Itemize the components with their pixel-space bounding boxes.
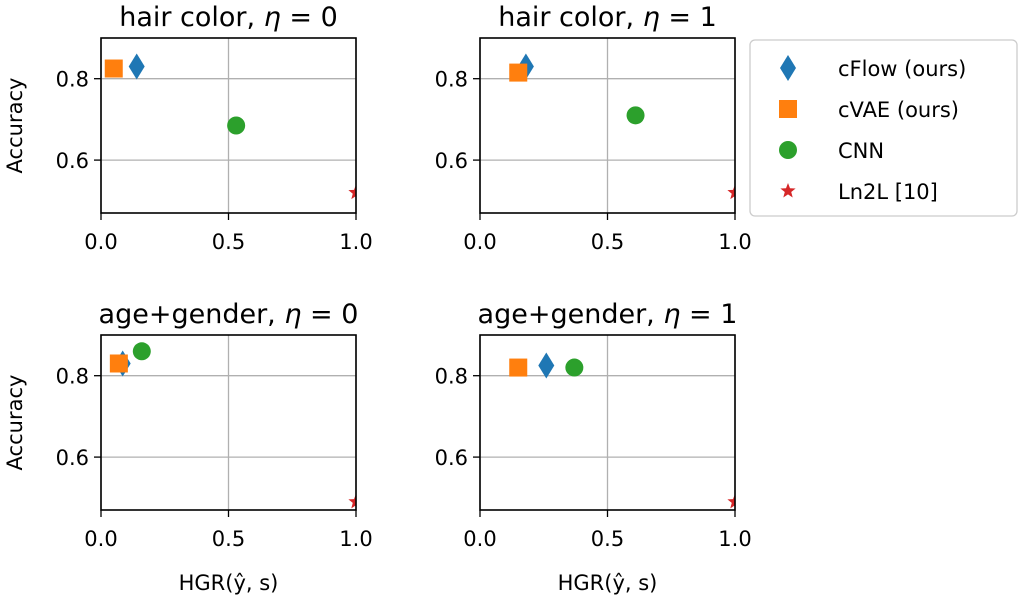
x-tick-label: 0.5 [212,527,245,551]
data-points [109,342,356,509]
x-tick-label: 1.0 [718,527,751,551]
star-marker-icon [780,183,796,198]
subplot-title: age+gender, η = 1 [478,299,738,330]
y-tick-label: 0.8 [56,68,89,92]
point-ln2l-10 [727,184,735,200]
point-cnn [132,342,151,361]
x-tick-label: 1.0 [339,527,372,551]
y-tick-label: 0.6 [435,149,468,173]
legend-item-cvae-ours: cVAE (ours) [779,98,959,122]
y-axis-label: Accuracy [3,375,27,471]
data-points [509,352,735,509]
diamond-marker-icon [780,55,796,81]
point-cflow-ours [538,352,555,379]
point-cvae-ours [509,358,528,377]
x-axis-label: HGR(ŷ, s) [179,571,279,595]
point-cnn [626,106,645,125]
y-tick-label: 0.8 [435,68,468,92]
x-tick-label: 0.5 [591,527,624,551]
legend: cFlow (ours) cVAE (ours) CNN Ln2L [10] [749,39,1018,217]
legend-label: CNN [838,139,884,163]
y-axis-label: Accuracy [3,78,27,174]
legend-frame [749,39,1018,217]
data-points [509,53,735,200]
x-tick-label: 1.0 [718,230,751,254]
legend-item-cflow-ours: cFlow (ours) [780,55,966,81]
x-axis-label: HGR(ŷ, s) [558,571,658,595]
subplot-title: age+gender, η = 0 [99,299,359,330]
point-ln2l-10 [348,184,356,200]
square-marker-icon [779,100,797,118]
y-tick-label: 0.6 [435,446,468,470]
point-ln2l-10 [727,493,735,509]
subplot-title: hair color, η = 1 [498,2,717,33]
circle-marker-icon [779,141,797,159]
y-tick-label: 0.6 [56,149,89,173]
y-tick-label: 0.6 [56,446,89,470]
y-tick-label: 0.8 [56,365,89,389]
subplot-2: 0.0 0.5 1.0 0.6 0.8 hair color, η = 1 [435,2,752,254]
point-cvae-ours [109,354,128,373]
x-tick-label: 0.5 [591,230,624,254]
data-points [104,53,356,200]
legend-label: cFlow (ours) [838,57,966,81]
point-ln2l-10 [348,493,356,509]
x-tick-label: 1.0 [339,230,372,254]
x-tick-label: 0.5 [212,230,245,254]
legend-label: cVAE (ours) [838,98,959,122]
subplot-1: 0.0 0.5 1.0 0.6 0.8 hair color, η = 0 Accuracy [3,2,373,254]
y-tick-label: 0.8 [435,365,468,389]
point-cflow-ours [128,53,145,80]
legend-item-cnn: CNN [779,139,884,163]
point-cvae-ours [104,59,123,78]
subplot-title: hair color, η = 0 [119,2,338,33]
x-tick-label: 0.0 [84,527,117,551]
x-tick-label: 0.0 [463,230,496,254]
subplot-4: 0.0 0.5 1.0 0.6 0.8 age+gender, η = 1 HGR(ŷ, s… [435,299,752,595]
x-tick-label: 0.0 [84,230,117,254]
legend-label: Ln2L [10] [838,180,938,204]
point-cvae-ours [509,63,528,82]
point-cnn [227,116,246,135]
point-cnn [565,358,584,377]
legend-item-ln2l-10: Ln2L [10] [780,180,938,204]
x-tick-label: 0.0 [463,527,496,551]
subplot-3: 0.0 0.5 1.0 0.6 0.8 age+gender, η = 0 Accuracy… [3,299,373,595]
